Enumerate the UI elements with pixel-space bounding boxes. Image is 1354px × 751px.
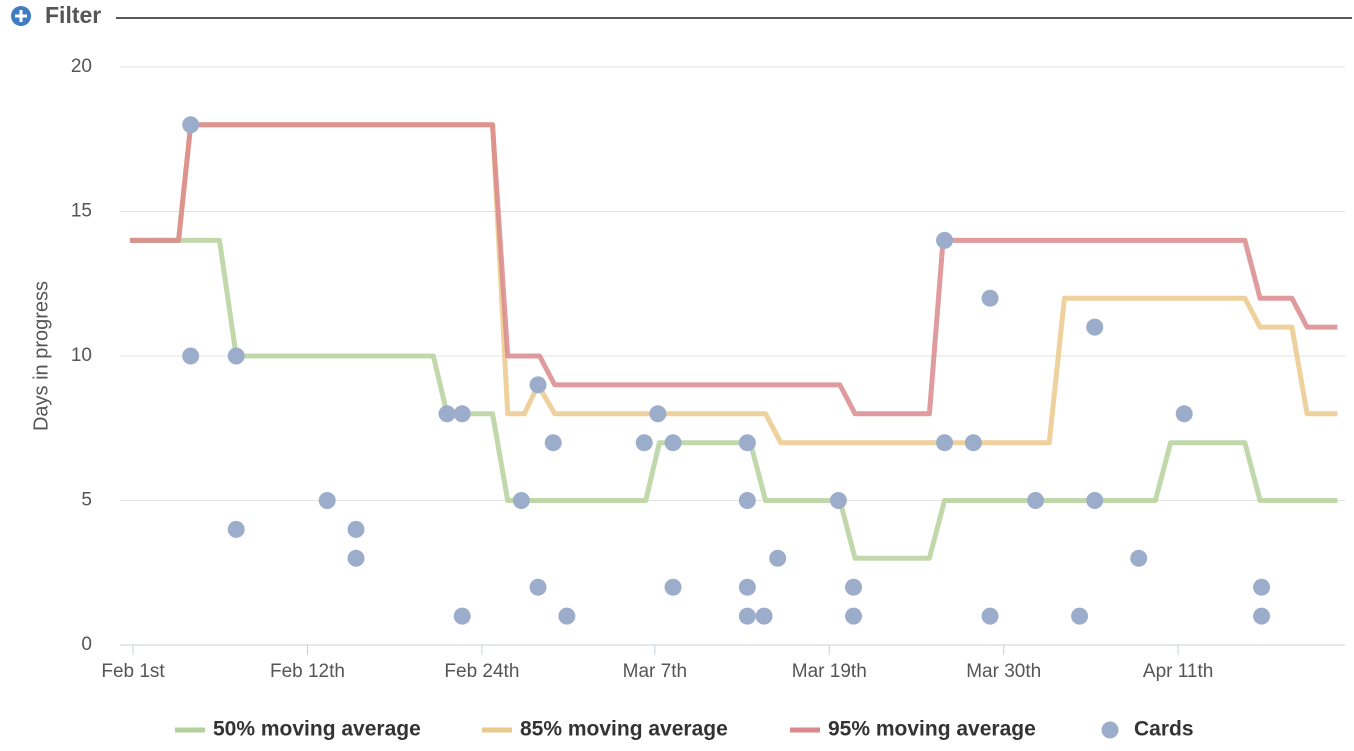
card-point (981, 607, 999, 625)
card-point (1253, 578, 1271, 596)
card-point (347, 549, 365, 567)
card-point (1071, 607, 1089, 625)
card-point (755, 607, 773, 625)
card-point (738, 578, 756, 596)
legend-swatch (1101, 721, 1119, 739)
card-point (1175, 405, 1193, 423)
x-tick-label: Feb 24th (444, 661, 519, 682)
legend-item[interactable]: 50% moving average (175, 718, 421, 741)
card-point (1086, 318, 1104, 336)
card-point (936, 231, 954, 249)
y-tick-label: 5 (81, 490, 92, 511)
card-point (635, 434, 653, 452)
x-tick-label: Apr 11th (1143, 661, 1213, 682)
card-point (738, 492, 756, 509)
filter-title: Filter (45, 2, 101, 28)
legend-item[interactable]: 85% moving average (482, 718, 728, 741)
card-point (936, 434, 954, 452)
card-point (438, 405, 456, 423)
legend-label: Cards (1134, 718, 1194, 741)
card-point (512, 492, 530, 509)
card-point (1130, 549, 1148, 567)
moving-average-line (130, 122, 1338, 417)
legend-item[interactable]: Cards (1101, 718, 1194, 741)
card-point (769, 549, 787, 567)
card-point (649, 405, 667, 423)
filter-icon-plus (15, 10, 27, 22)
moving-average-line (130, 237, 1338, 561)
card-point (453, 607, 471, 625)
legend-label: 95% moving average (828, 718, 1036, 741)
card-point (1253, 607, 1271, 625)
card-point (664, 578, 682, 596)
card-point (347, 520, 365, 538)
x-tick-label: Mar 7th (623, 661, 687, 682)
card-point (1086, 492, 1104, 509)
filter-button[interactable]: Filter (11, 2, 101, 28)
card-point (182, 347, 200, 365)
card-point (981, 289, 999, 307)
moving-average-line (130, 122, 1338, 446)
card-point (227, 520, 245, 538)
legend-item[interactable]: 95% moving average (790, 718, 1036, 741)
card-point (318, 492, 336, 509)
card-point (845, 607, 863, 625)
y-tick-label: 0 (81, 634, 92, 655)
card-point (182, 116, 200, 134)
y-tick-label: 15 (71, 201, 92, 222)
card-point (829, 492, 847, 509)
card-point (453, 405, 471, 423)
x-tick-label: Mar 19th (792, 661, 867, 682)
card-point (664, 434, 682, 452)
card-point (738, 607, 756, 625)
x-tick-label: Mar 30th (966, 661, 1041, 682)
card-point (227, 347, 245, 365)
card-point (1027, 492, 1045, 509)
card-point (529, 376, 547, 394)
legend-label: 50% moving average (213, 718, 421, 741)
card-point (738, 434, 756, 452)
card-point (845, 578, 863, 596)
y-axis-label: Days in progress (30, 281, 52, 431)
y-tick-label: 20 (71, 56, 92, 77)
card-point (558, 607, 576, 625)
x-tick-label: Feb 12th (270, 661, 345, 682)
y-tick-label: 10 (71, 345, 92, 366)
x-tick-label: Feb 1st (101, 661, 165, 682)
legend-label: 85% moving average (520, 718, 728, 741)
card-point (529, 578, 547, 596)
card-point (964, 434, 982, 452)
card-point (544, 434, 562, 452)
